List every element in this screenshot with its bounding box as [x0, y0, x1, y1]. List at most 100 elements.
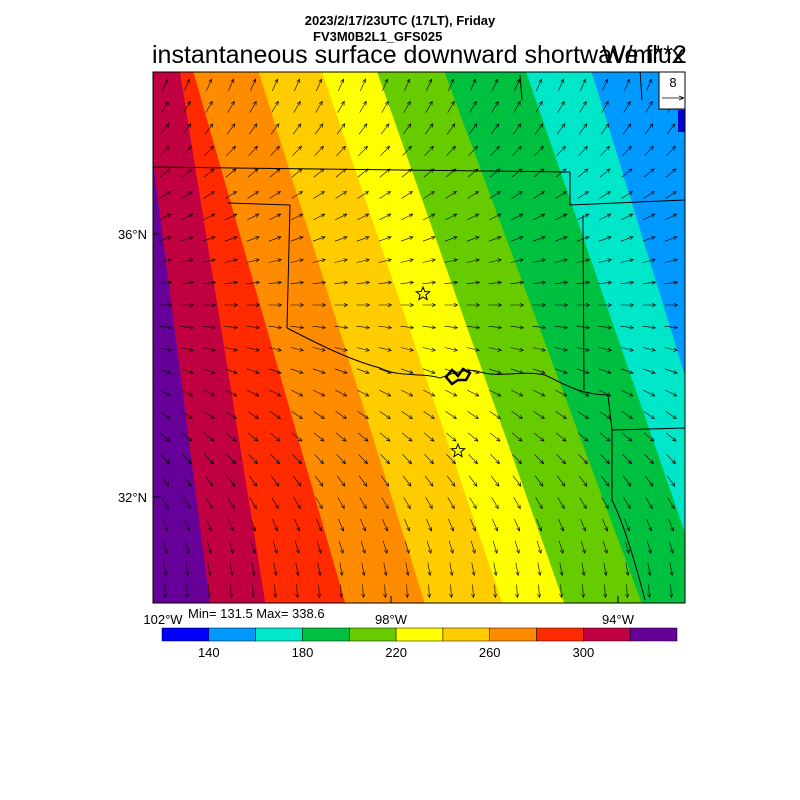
wind-arrow [600, 145, 610, 156]
wind-arrow [204, 123, 214, 135]
wind-arrow [513, 100, 521, 113]
wind-arrow [444, 280, 459, 285]
wind-arrow [225, 432, 237, 442]
wind-arrow [666, 145, 676, 156]
wind-arrow [444, 258, 458, 263]
wind-arrow [601, 497, 609, 510]
wind-arrow [207, 562, 212, 577]
wind-arrow [581, 584, 586, 599]
wind-arrow [576, 368, 590, 374]
wind-arrow [599, 168, 611, 178]
wind-arrow [204, 454, 214, 465]
wind-arrow [382, 78, 389, 92]
wind-arrow [580, 78, 587, 92]
wind-arrow [490, 123, 500, 135]
wind-arrow [424, 123, 434, 135]
wind-arrow [313, 213, 326, 221]
wind-arrow [622, 454, 632, 465]
wind-arrow [668, 540, 674, 554]
wind-arrow [226, 145, 236, 156]
wind-arrow [204, 145, 214, 156]
wind-arrow [312, 258, 326, 263]
wind-arrow [270, 475, 280, 487]
wind-arrow [383, 562, 388, 577]
wind-arrow [427, 584, 432, 599]
wind-arrow [163, 584, 168, 599]
wind-arrow [162, 540, 168, 554]
wind-arrow [620, 368, 634, 374]
wind-arrow [510, 303, 525, 308]
wind-arrow [665, 411, 677, 419]
wind-arrow [378, 325, 393, 330]
wind-arrow [334, 368, 348, 374]
wind-arrow [160, 454, 170, 465]
wind-arrow [646, 518, 653, 532]
wind-arrow [405, 562, 410, 577]
wind-arrow [313, 389, 326, 397]
wind-arrow [533, 213, 546, 221]
wind-arrow [621, 411, 633, 419]
wind-arrow [666, 123, 676, 135]
wind-arrow [202, 236, 216, 242]
wind-arrow [621, 191, 634, 199]
wind-arrow [379, 191, 392, 199]
wind-arrow [359, 100, 367, 113]
wind-arrow [601, 100, 609, 113]
wind-arrow [224, 347, 238, 352]
wind-arrow [489, 191, 502, 199]
wind-arrow [207, 584, 212, 599]
wind-arrow [359, 497, 367, 510]
wind-arrow [204, 475, 214, 487]
wind-arrow [514, 78, 521, 92]
wind-arrow [598, 325, 613, 330]
wind-arrow [598, 258, 612, 263]
wind-arrow [317, 562, 322, 577]
wind-arrow [250, 518, 257, 532]
wind-arrow [206, 540, 212, 554]
wind-arrow [336, 454, 346, 465]
wind-arrow [291, 389, 304, 397]
wind-arrow [554, 303, 569, 308]
lat-label-36n: 36°N [118, 227, 147, 242]
wind-arrow [642, 347, 656, 352]
wind-arrow [268, 258, 282, 263]
wind-arrow [182, 145, 192, 156]
wind-arrow [446, 454, 456, 465]
wind-arrow [532, 347, 546, 352]
wind-arrow [272, 540, 278, 554]
wind-arrow [334, 303, 349, 308]
wind-arrow [646, 78, 653, 92]
wind-arrow [491, 497, 499, 510]
wind-arrow [357, 411, 369, 419]
wind-arrow [402, 123, 412, 135]
wind-arrow [444, 325, 459, 330]
wind-arrow [268, 347, 282, 352]
colorbar-swatch [629, 627, 678, 642]
wind-arrow [511, 432, 523, 442]
wind-arrow [559, 584, 564, 599]
wind-arrow [512, 475, 522, 487]
wind-arrow [183, 100, 191, 113]
colorbar-swatch [536, 627, 584, 642]
wind-arrow [642, 325, 657, 330]
wind-arrow [534, 454, 544, 465]
wind-arrow [488, 347, 502, 352]
wind-arrow [603, 584, 608, 599]
wind-arrow [317, 584, 322, 599]
wind-arrow [269, 389, 282, 397]
wind-arrow [380, 145, 390, 156]
colorbar-swatch [161, 627, 210, 642]
wind-arrow [620, 347, 634, 352]
wind-arrow [514, 540, 520, 554]
wind-arrow [532, 236, 546, 242]
wind-arrow [401, 191, 414, 199]
wind-arrow [558, 78, 565, 92]
wind-arrow [402, 454, 412, 465]
wind-arrow [335, 389, 348, 397]
wind-arrow [273, 562, 278, 577]
wind-arrow [555, 168, 567, 178]
wind-arrow [444, 236, 458, 242]
wind-arrow [645, 100, 653, 113]
wind-arrow [555, 389, 568, 397]
wind-arrow [158, 280, 173, 285]
